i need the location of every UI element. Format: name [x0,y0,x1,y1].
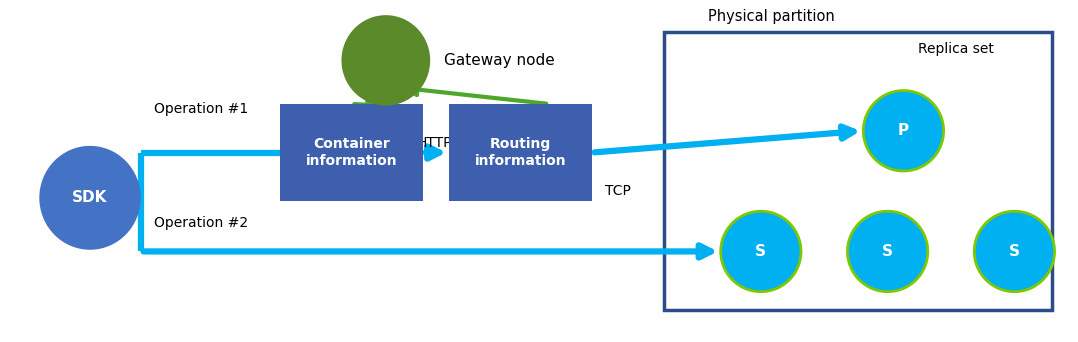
Text: Operation #2: Operation #2 [154,216,248,230]
Text: Operation #1: Operation #1 [154,102,248,116]
Ellipse shape [39,146,141,250]
Text: HTTPS: HTTPS [416,135,460,149]
FancyBboxPatch shape [280,104,423,201]
FancyBboxPatch shape [664,32,1052,310]
Text: SDK: SDK [72,190,108,205]
Ellipse shape [721,211,801,292]
Text: S: S [882,244,894,259]
Ellipse shape [975,211,1054,292]
Text: S: S [756,244,766,259]
Text: Replica set: Replica set [918,42,994,56]
Text: S: S [1009,244,1020,259]
Text: TCP: TCP [605,184,632,198]
Text: P: P [898,123,909,138]
Text: Routing
information: Routing information [474,137,566,168]
Ellipse shape [342,15,430,106]
Ellipse shape [863,91,943,171]
Text: Physical partition: Physical partition [708,9,834,24]
Ellipse shape [847,211,928,292]
Text: Gateway node: Gateway node [444,53,555,68]
FancyBboxPatch shape [450,104,592,201]
Text: Container
information: Container information [306,137,398,168]
